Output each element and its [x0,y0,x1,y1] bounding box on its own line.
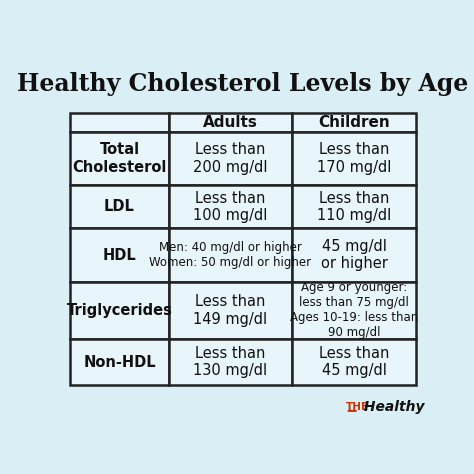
Bar [292,339,416,385]
Bar [169,113,292,132]
Bar [169,132,292,185]
Bar [292,185,416,228]
Text: Healthy: Healthy [359,400,424,413]
Bar [169,228,292,282]
Text: Adults: Adults [203,115,258,130]
Text: Age 9 or younger:
less than 75 mg/dl
Ages 10-19: less than
90 mg/dl: Age 9 or younger: less than 75 mg/dl Age… [290,282,418,339]
Text: Less than
170 mg/dl: Less than 170 mg/dl [317,143,391,175]
Text: Men: 40 mg/dl or higher
Women: 50 mg/dl or higher: Men: 40 mg/dl or higher Women: 50 mg/dl … [149,241,311,269]
Text: Total
Cholesterol: Total Cholesterol [73,143,167,175]
Text: Less than
130 mg/dl: Less than 130 mg/dl [193,346,267,378]
Text: Less than
200 mg/dl: Less than 200 mg/dl [193,143,268,175]
Bar [292,113,416,132]
Text: Less than
45 mg/dl: Less than 45 mg/dl [319,346,389,378]
Bar [70,113,169,132]
Bar [169,282,292,339]
Text: THE: THE [346,401,369,411]
Text: Healthy Cholesterol Levels by Age: Healthy Cholesterol Levels by Age [17,72,469,96]
Text: LDL: LDL [104,200,135,214]
Text: Triglycerides: Triglycerides [66,303,173,318]
Text: Children: Children [318,115,390,130]
Bar [70,339,169,385]
Bar [70,228,169,282]
Text: Less than
110 mg/dl: Less than 110 mg/dl [317,191,391,223]
Bar [292,132,416,185]
Text: Less than
100 mg/dl: Less than 100 mg/dl [193,191,268,223]
Bar [169,185,292,228]
Text: Less than
149 mg/dl: Less than 149 mg/dl [193,294,267,327]
Text: Non-HDL: Non-HDL [83,355,156,370]
Bar [70,185,169,228]
Text: HDL: HDL [102,248,137,263]
Bar [169,339,292,385]
Bar [292,228,416,282]
Text: 45 mg/dl
or higher: 45 mg/dl or higher [320,239,387,272]
Bar [70,132,169,185]
Bar [292,282,416,339]
Bar [70,282,169,339]
